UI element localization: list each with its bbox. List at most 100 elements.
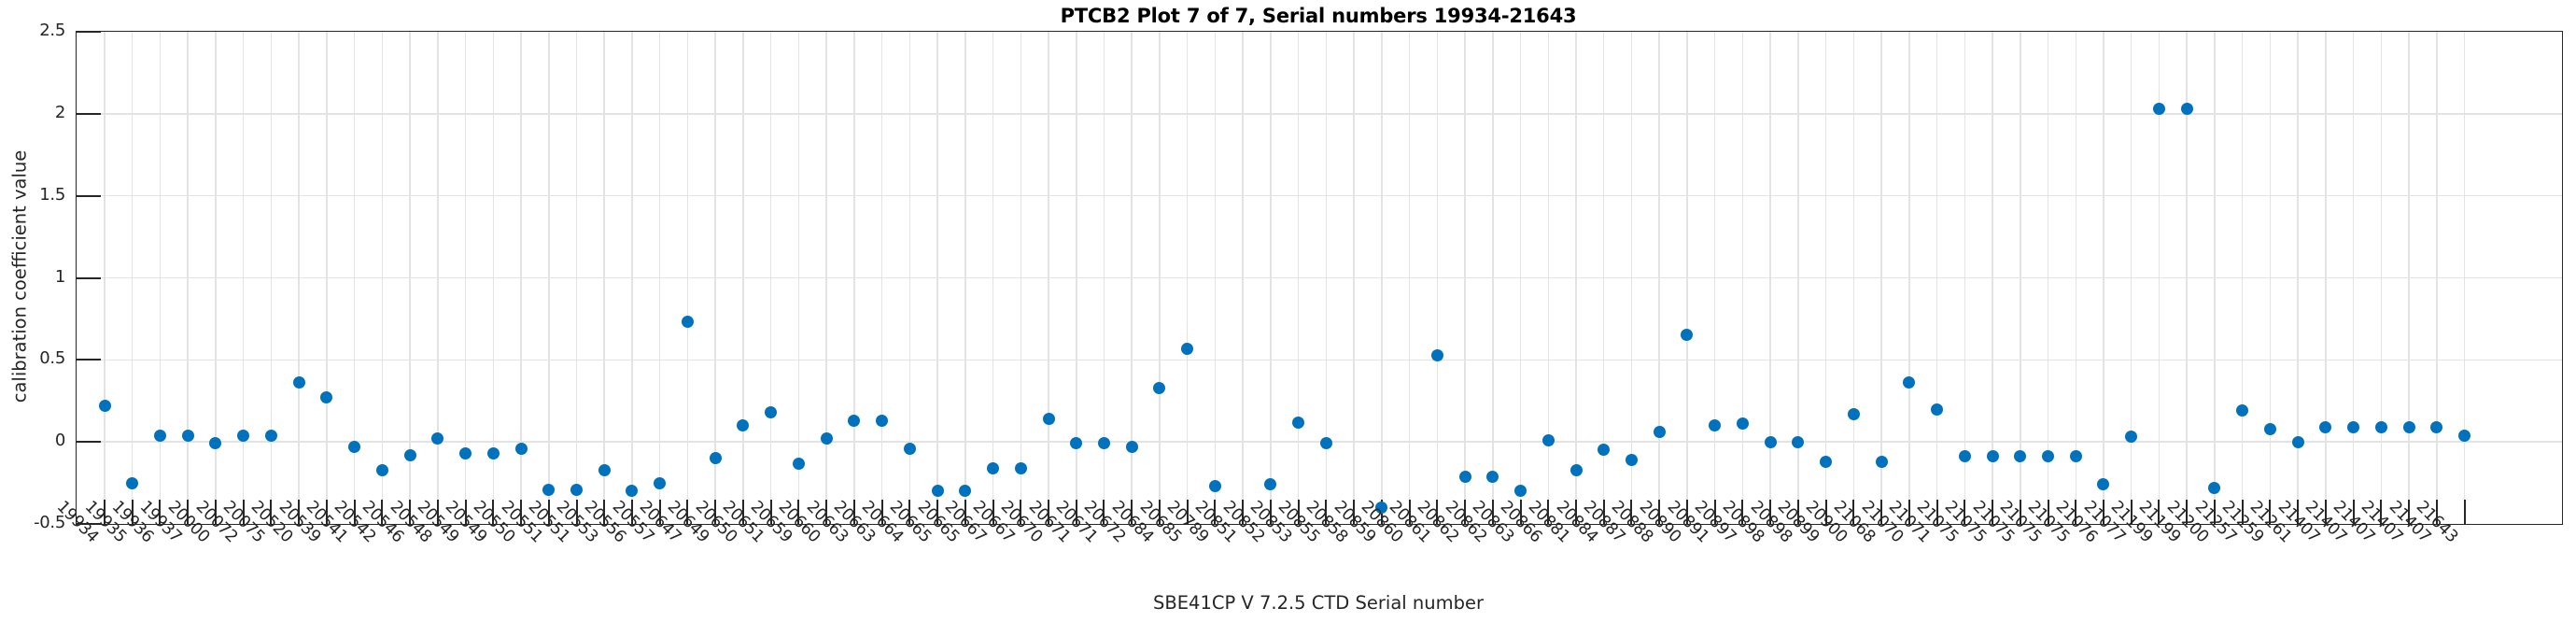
data-point (1514, 485, 1527, 498)
x-tick-mark (1630, 500, 1633, 524)
x-tick-mark (1491, 500, 1494, 524)
data-point (876, 414, 889, 427)
data-point (1430, 348, 1443, 361)
data-point (2236, 404, 2249, 417)
x-tick-mark (1048, 500, 1050, 524)
x-tick-mark (741, 500, 744, 524)
x-tick-mark (1769, 500, 1772, 524)
data-point (209, 437, 222, 450)
x-tick-mark (630, 500, 633, 524)
data-point (1625, 453, 1638, 466)
x-tick-mark (2158, 500, 2161, 524)
x-tick-mark (492, 500, 495, 524)
x-tick-mark (1020, 500, 1022, 524)
x-tick-mark (131, 500, 134, 524)
data-point (1070, 437, 1083, 450)
y-tick-mark (77, 359, 101, 361)
data-point (1570, 463, 1583, 476)
x-tick-mark (1075, 500, 1077, 524)
data-point (1014, 461, 1027, 474)
data-point (1903, 376, 1916, 389)
y-tick-label: 0 (54, 431, 65, 451)
y-tick-label: 1.5 (39, 184, 65, 205)
data-point (626, 485, 639, 498)
data-point (959, 485, 972, 498)
data-point (1181, 342, 1194, 355)
gridline-horizontal (77, 359, 2562, 361)
y-tick-mark (77, 441, 101, 444)
data-point (1681, 329, 1694, 342)
data-point (1598, 444, 1611, 457)
x-tick-mark (159, 500, 162, 524)
data-point (2374, 420, 2387, 433)
x-tick-mark (825, 500, 828, 524)
x-tick-mark (353, 500, 356, 524)
y-tick-label: 2 (54, 102, 65, 122)
x-tick-mark (2297, 500, 2300, 524)
x-tick-mark (104, 500, 106, 524)
x-tick-mark (908, 500, 911, 524)
data-point (1125, 440, 1138, 453)
x-tick-mark (2269, 500, 2272, 524)
x-tick-mark (1436, 500, 1439, 524)
x-tick-mark (187, 500, 190, 524)
x-axis-label: SBE41CP V 7.2.5 CTD Serial number (1152, 592, 1485, 614)
data-point (403, 448, 416, 461)
data-point (375, 463, 388, 476)
x-tick-mark (1103, 500, 1105, 524)
x-tick-mark (1547, 500, 1550, 524)
x-tick-mark (2352, 500, 2355, 524)
data-point (2263, 422, 2276, 435)
x-tick-mark (2408, 500, 2411, 524)
x-tick-mark (1964, 500, 1966, 524)
data-point (431, 432, 444, 445)
x-tick-mark (880, 500, 883, 524)
data-point (1736, 417, 1749, 431)
gridline-horizontal (77, 441, 2562, 443)
x-tick-mark (409, 500, 412, 524)
x-tick-mark (1131, 500, 1133, 524)
gridline-horizontal (77, 194, 2562, 197)
x-tick-mark (2186, 500, 2189, 524)
data-point (237, 429, 250, 442)
data-point (1292, 416, 1305, 429)
plot-area (76, 31, 2563, 525)
data-point (2097, 478, 2110, 491)
data-point (1764, 435, 1777, 448)
data-point (1875, 455, 1888, 468)
data-point (1486, 470, 1499, 483)
x-tick-mark (1880, 500, 1883, 524)
x-tick-mark (797, 500, 800, 524)
data-point (1375, 501, 1388, 514)
data-point (1958, 450, 1971, 463)
x-tick-mark (769, 500, 772, 524)
x-tick-mark (1713, 500, 1716, 524)
x-tick-mark (1936, 500, 1938, 524)
data-point (765, 406, 778, 419)
x-tick-mark (2463, 500, 2466, 524)
x-tick-mark (1852, 500, 1855, 524)
data-point (1931, 403, 1944, 416)
x-tick-mark (1325, 500, 1328, 524)
data-point (903, 442, 916, 455)
x-tick-mark (1464, 500, 1467, 524)
x-tick-mark (964, 500, 966, 524)
data-point (1042, 413, 1055, 426)
x-tick-mark (575, 500, 578, 524)
x-tick-mark (2102, 500, 2104, 524)
x-tick-mark (2213, 500, 2216, 524)
x-tick-mark (2435, 500, 2438, 524)
y-tick-label: -0.5 (34, 513, 65, 532)
x-tick-mark (1186, 500, 1189, 524)
data-point (2069, 450, 2082, 463)
data-point (792, 457, 805, 470)
x-tick-mark (1214, 500, 1217, 524)
x-tick-mark (686, 500, 689, 524)
data-point (126, 476, 139, 489)
x-tick-mark (298, 500, 301, 524)
data-point (2125, 431, 2138, 444)
x-tick-mark (520, 500, 523, 524)
x-tick-mark (1907, 500, 1910, 524)
data-point (2180, 103, 2193, 116)
x-tick-mark (1269, 500, 1272, 524)
